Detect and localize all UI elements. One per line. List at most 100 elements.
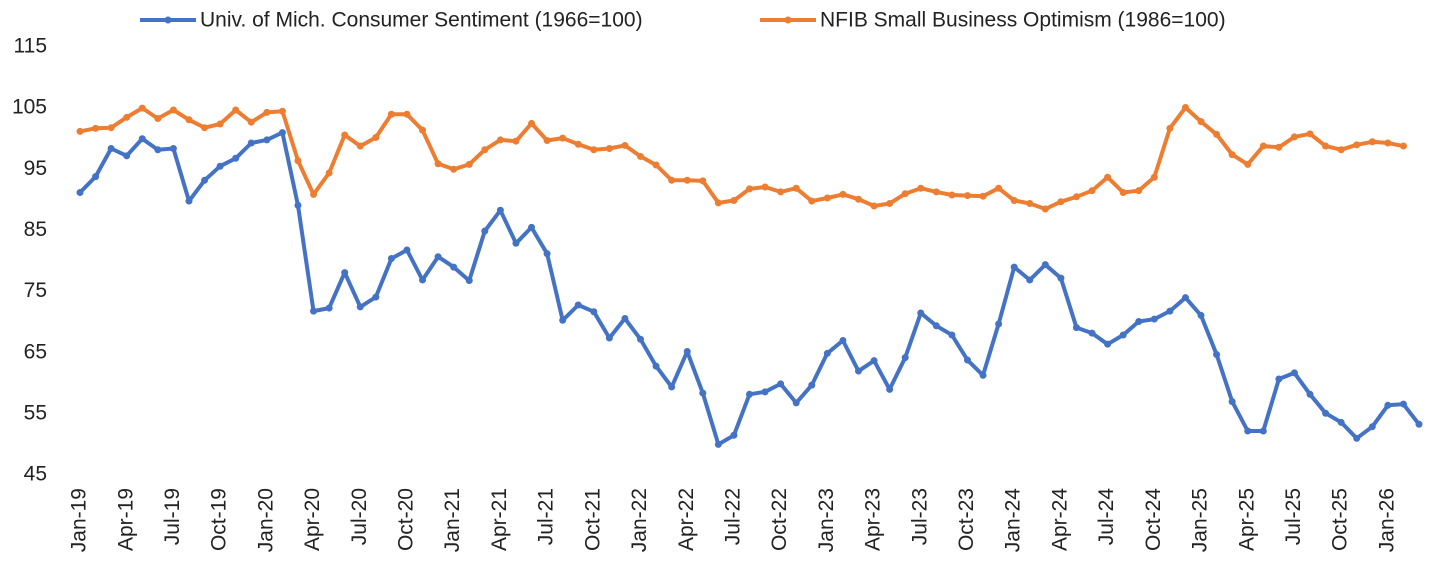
- point: [668, 383, 676, 391]
- x-tick-label: Apr-22: [675, 488, 698, 551]
- point: [1275, 375, 1283, 383]
- y-tick-label: 105: [12, 96, 47, 119]
- point: [668, 176, 676, 184]
- point: [1306, 390, 1314, 398]
- point: [761, 388, 769, 396]
- point: [1088, 329, 1096, 337]
- point: [512, 137, 520, 145]
- x-tick-label: Oct-24: [1142, 488, 1165, 551]
- point: [792, 399, 800, 407]
- x-tick-label: Apr-23: [862, 488, 885, 551]
- point: [387, 110, 395, 118]
- point: [263, 108, 271, 116]
- point: [808, 381, 816, 389]
- point: [341, 131, 349, 139]
- point: [979, 192, 987, 200]
- point: [901, 190, 909, 198]
- point: [1368, 138, 1376, 146]
- point: [1072, 193, 1080, 201]
- point: [216, 120, 224, 128]
- point: [76, 127, 84, 135]
- point: [1259, 427, 1267, 435]
- point: [123, 113, 131, 121]
- x-tick-label: Jan-21: [441, 488, 464, 552]
- point: [278, 107, 286, 115]
- y-tick-label: 65: [24, 340, 47, 363]
- point: [528, 223, 536, 231]
- point: [1244, 427, 1252, 435]
- point: [1275, 143, 1283, 151]
- point: [637, 152, 645, 160]
- point: [1135, 318, 1143, 326]
- point: [963, 192, 971, 200]
- x-tick-label: Oct-22: [768, 488, 791, 551]
- point: [1244, 160, 1252, 168]
- point: [605, 334, 613, 342]
- point: [496, 206, 504, 214]
- point: [278, 129, 286, 137]
- point: [621, 314, 629, 322]
- x-tick-label: Jul-22: [721, 488, 744, 545]
- point: [637, 335, 645, 343]
- point: [263, 136, 271, 144]
- legend-label: Univ. of Mich. Consumer Sentiment (1966=…: [200, 9, 643, 32]
- point: [1166, 124, 1174, 132]
- point: [1415, 420, 1423, 428]
- point: [325, 304, 333, 312]
- point: [746, 185, 753, 193]
- y-tick-label: 95: [24, 157, 47, 180]
- x-tick-label: Jan-26: [1375, 488, 1398, 552]
- point: [948, 191, 956, 199]
- point: [1181, 294, 1189, 302]
- point: [294, 201, 302, 209]
- point: [481, 146, 489, 154]
- point: [434, 253, 442, 261]
- point: [1322, 409, 1330, 417]
- point: [512, 239, 520, 247]
- x-tick-label: Oct-20: [395, 488, 418, 551]
- point: [870, 202, 878, 210]
- point: [1119, 331, 1127, 339]
- point: [154, 146, 162, 154]
- point: [216, 162, 224, 170]
- point: [777, 188, 785, 196]
- legend-label: NFIB Small Business Optimism (1986=100): [820, 9, 1226, 32]
- point: [808, 197, 816, 205]
- point: [995, 320, 1003, 328]
- point: [356, 303, 364, 311]
- point: [294, 157, 302, 165]
- point: [1057, 198, 1065, 206]
- point: [854, 367, 862, 375]
- point: [138, 104, 146, 112]
- point: [559, 134, 567, 142]
- point: [1353, 141, 1361, 149]
- point: [1322, 142, 1330, 150]
- point: [419, 126, 427, 134]
- x-tick-label: Apr-25: [1235, 488, 1258, 551]
- point: [699, 177, 707, 185]
- point: [1104, 340, 1112, 348]
- point: [1213, 351, 1221, 359]
- point: [979, 371, 987, 379]
- point: [232, 154, 240, 162]
- point: [652, 362, 660, 370]
- point: [1290, 369, 1298, 377]
- point: [1306, 130, 1314, 138]
- point: [574, 140, 582, 148]
- legend-marker: [784, 16, 792, 24]
- x-tick-label: Apr-24: [1048, 488, 1071, 551]
- point: [699, 389, 707, 397]
- x-tick-label: Jan-22: [628, 488, 651, 552]
- point: [746, 390, 753, 398]
- y-tick-label: 45: [24, 463, 47, 486]
- x-tick-label: Apr-19: [114, 488, 137, 551]
- point: [92, 173, 100, 181]
- point: [574, 301, 582, 309]
- point: [777, 380, 785, 388]
- point: [201, 176, 209, 184]
- point: [543, 250, 551, 258]
- series-line: [79, 105, 1404, 211]
- point: [1368, 423, 1376, 431]
- point: [652, 161, 660, 169]
